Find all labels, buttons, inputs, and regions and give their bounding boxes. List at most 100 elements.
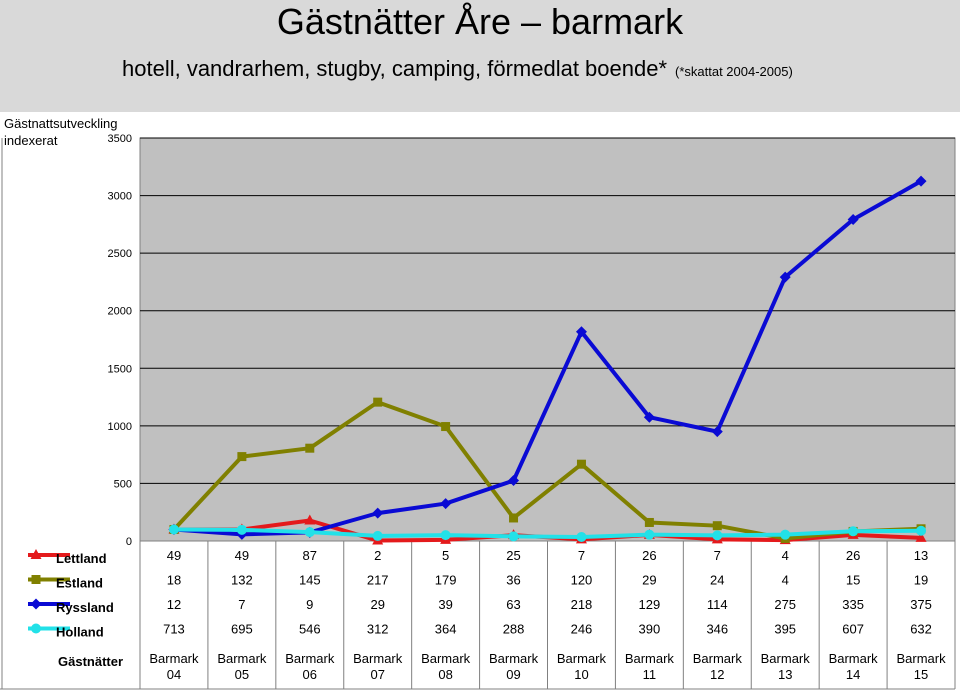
chart-title: Gästnätter Åre – barmark [276,1,684,42]
table-cell: 49 [167,548,181,563]
table-cell: 4 [782,573,789,588]
plot-area [139,137,956,542]
table-cell: 29 [370,597,384,612]
data-point [440,498,452,510]
y-tick-label: 1500 [108,363,132,375]
legend-marker [31,623,41,634]
y-tick-label: 2500 [108,248,132,260]
data-point [712,530,723,541]
data-point [847,214,859,226]
table-cell: 2 [374,548,381,563]
table-cell: 63 [506,597,520,612]
table-cell: 12 [167,597,181,612]
table-cell: 132 [231,573,253,588]
legend-label: Ryssland [56,600,114,615]
x-tick-label: 07 [370,667,384,682]
data-point [576,459,586,469]
data-point [643,411,655,423]
x-tick-label: Barmark [285,651,335,666]
subtitle-text: hotell, vandrarhem, stugby, camping, för… [122,56,668,81]
table-cell: 546 [299,622,321,637]
table-cell: 632 [910,622,932,637]
table-cell: 375 [910,597,932,612]
table-cell: 607 [842,622,864,637]
table-cell: 335 [842,597,864,612]
table-cell: 4 [782,548,789,563]
legend-marker [30,549,42,559]
data-point [575,326,587,338]
subtitle-note: (*skattat 2004-2005) [675,64,793,79]
header-band [0,0,960,112]
x-tick-label: 06 [303,667,317,682]
table-cell: 49 [235,548,249,563]
table-cell: 288 [503,622,525,637]
chart-subtitle: hotell, vandrarhem, stugby, camping, för… [122,56,793,82]
x-tick-label: 13 [778,667,792,682]
x-tick-label: Barmark [761,651,811,666]
legend-label: Lettland [56,551,107,566]
data-point [373,397,383,407]
x-tick-label: 05 [235,667,249,682]
data-point [441,422,451,432]
legend-label: Holland [56,625,104,640]
x-tick-label: 14 [846,667,860,682]
table-cell: 312 [367,622,389,637]
x-tick-label: 10 [574,667,588,682]
x-tick-label: Barmark [217,651,267,666]
table-cell: 275 [774,597,796,612]
data-point [644,517,654,527]
data-point [372,530,383,541]
y-tick-label: 500 [114,478,132,490]
table-cell: 218 [571,597,593,612]
data-point [304,514,316,525]
data-point [508,531,519,542]
table-cell: 39 [438,597,452,612]
x-tick-label: 11 [643,667,657,682]
legend-marker [31,575,41,584]
table-cell: 395 [774,622,796,637]
table-cell: 346 [706,622,728,637]
table-cell: 713 [163,622,185,637]
x-tick-label: Barmark [489,651,539,666]
table-cell: 114 [707,597,728,612]
x-tick-label: Barmark [896,651,946,666]
x-tick-label: Barmark [149,651,199,666]
table-cell: 7 [578,548,585,563]
table-cell: 7 [238,597,245,612]
x-tick-label: 15 [914,667,928,682]
y-axis-label: Gästnattsutveckling indexerat [4,116,118,148]
data-point [915,175,927,187]
data-point [236,524,247,535]
y-tick-label: 0 [126,536,132,548]
table-cell: 7 [714,548,721,563]
x-tick-label: 04 [167,667,181,682]
table-cell: 36 [506,573,520,588]
x-tick-label: Barmark [829,651,879,666]
table-cell: 26 [846,548,860,563]
table-cell: 15 [846,573,860,588]
table-cell: 18 [167,573,181,588]
data-point [916,525,927,536]
data-point [168,524,179,535]
data-point [848,526,859,537]
y-tick-label: 3500 [108,133,132,145]
table-cell: 120 [571,573,593,588]
legend-marker [30,598,42,610]
x-tick-label: Barmark [353,651,403,666]
table-cell: 13 [914,548,928,563]
table-cell: 695 [231,622,253,637]
data-point [305,443,315,453]
y-tick-label: 1000 [108,421,132,433]
table-cell: 25 [506,548,520,563]
series-line-estland [172,400,922,541]
x-tick-label: Barmark [693,651,743,666]
data-point [780,529,791,540]
data-point [711,426,723,438]
table-cell: 9 [306,597,313,612]
table-cell: 179 [435,573,457,588]
data-point [576,531,587,542]
data-point [712,521,722,531]
x-tick-label: 09 [506,667,520,682]
data-point [509,513,519,523]
table-cell: 26 [642,548,656,563]
